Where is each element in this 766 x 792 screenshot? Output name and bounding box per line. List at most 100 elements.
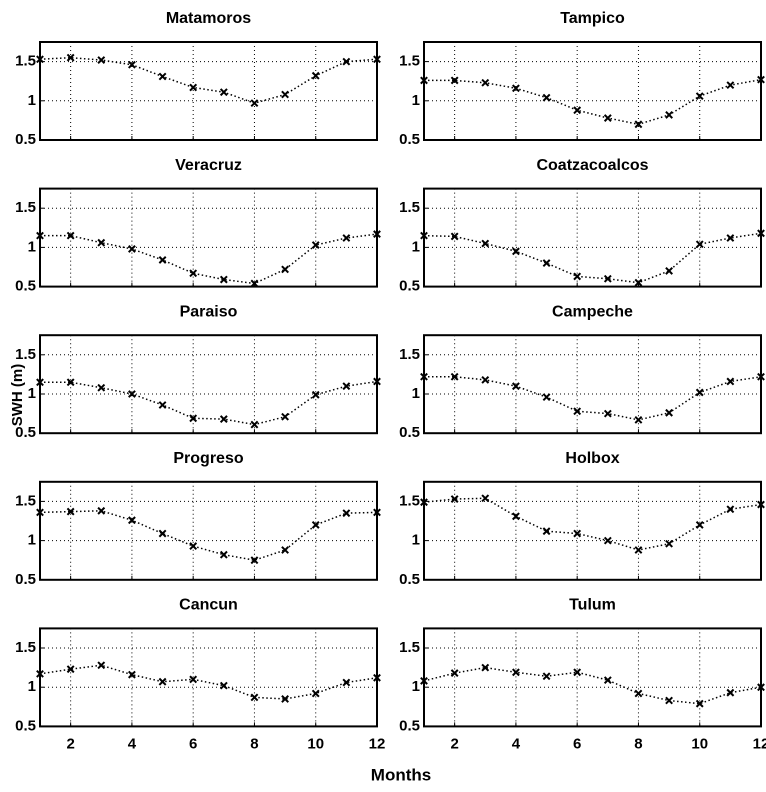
data-point: [97, 661, 106, 670]
plot-frame: [39, 41, 378, 141]
data-point: [634, 120, 643, 129]
series-line: [423, 232, 762, 284]
data-point: [450, 495, 459, 503]
y-tick-label: 0.5: [15, 424, 36, 441]
plot-frame: [39, 187, 378, 288]
y-tick-label: 0.5: [399, 717, 420, 734]
data-point: [665, 267, 673, 275]
data-point: [450, 232, 459, 241]
data-point: [189, 675, 198, 684]
data-point: [311, 71, 320, 80]
data-point: [219, 88, 228, 97]
panel-title: Matamoros: [166, 10, 251, 27]
y-tick-label: 1: [412, 92, 420, 109]
series-line: [40, 233, 378, 285]
x-tick-label: 10: [307, 735, 324, 752]
y-tick-label: 0.5: [399, 424, 420, 441]
data-point: [634, 278, 643, 287]
y-tick-label: 1.5: [399, 199, 420, 216]
series-line: [423, 666, 762, 705]
y-tick-label: 1: [412, 385, 420, 402]
data-point: [726, 234, 735, 242]
data-point: [128, 516, 136, 525]
y-axis-label: SWH (m): [9, 364, 26, 427]
data-point: [542, 259, 551, 267]
data-point: [97, 383, 106, 392]
panel-title: Tulum: [569, 597, 616, 614]
data-point: [250, 420, 259, 429]
data-point: [342, 678, 351, 687]
series-line: [424, 78, 762, 126]
panel-title: Campeche: [552, 303, 633, 320]
data-point: [250, 693, 259, 702]
y-tick-label: 1.5: [15, 53, 36, 70]
plot-frame: [39, 334, 378, 435]
data-point: [450, 372, 459, 381]
data-point: [573, 407, 582, 416]
x-tick-label: 2: [66, 735, 74, 752]
data-point: [342, 509, 351, 518]
data-point: [603, 676, 612, 685]
x-tick-label: 12: [753, 735, 766, 752]
data-point: [481, 78, 490, 87]
x-tick-label: 8: [634, 735, 642, 752]
data-point: [542, 393, 551, 402]
x-tick-label: 6: [189, 735, 197, 752]
x-tick-label: 10: [691, 735, 708, 752]
panel-title: Tampico: [560, 10, 625, 27]
data-point: [573, 668, 582, 677]
panel-title: Veracruz: [175, 157, 242, 174]
data-point: [542, 527, 551, 536]
data-point: [189, 269, 198, 278]
y-tick-label: 1: [28, 385, 36, 402]
data-point: [158, 256, 167, 264]
series-line: [424, 376, 762, 421]
y-tick-label: 0.5: [15, 278, 36, 295]
y-tick-label: 0.5: [15, 131, 36, 148]
plot-frame: [39, 627, 378, 728]
data-point: [665, 696, 673, 705]
x-tick-label: 4: [128, 735, 137, 752]
data-point: [97, 506, 106, 515]
data-point: [158, 529, 167, 538]
series-line: [423, 497, 762, 551]
data-point: [726, 505, 735, 514]
data-point: [603, 114, 612, 122]
data-point: [158, 677, 167, 686]
data-point: [128, 245, 136, 253]
data-point: [695, 521, 704, 529]
data-point: [634, 415, 643, 424]
data-point: [481, 375, 490, 384]
data-point: [512, 84, 520, 93]
panel-title: Paraiso: [180, 303, 238, 320]
data-point: [603, 274, 612, 283]
y-tick-label: 1.5: [15, 346, 36, 363]
data-point: [158, 401, 167, 409]
data-point: [311, 521, 320, 529]
data-point: [281, 412, 289, 421]
data-point: [573, 529, 582, 538]
data-point: [281, 695, 289, 703]
y-tick-label: 0.5: [399, 278, 420, 295]
data-point: [97, 238, 106, 247]
data-point: [311, 241, 320, 249]
plot-frame: [423, 334, 762, 435]
data-point: [281, 265, 289, 274]
data-point: [97, 56, 106, 64]
plot-frame: [423, 480, 762, 581]
x-tick-label: 2: [450, 735, 458, 752]
data-point: [66, 231, 75, 240]
data-point: [66, 378, 75, 387]
y-tick-label: 1: [412, 532, 420, 549]
data-point: [189, 542, 198, 550]
data-point: [726, 81, 735, 90]
data-point: [665, 111, 673, 119]
data-point: [66, 507, 75, 516]
data-point: [512, 668, 520, 677]
data-point: [342, 234, 351, 242]
series-line: [39, 510, 378, 561]
data-point: [726, 377, 735, 386]
series-line: [39, 56, 378, 104]
data-point: [219, 415, 228, 423]
